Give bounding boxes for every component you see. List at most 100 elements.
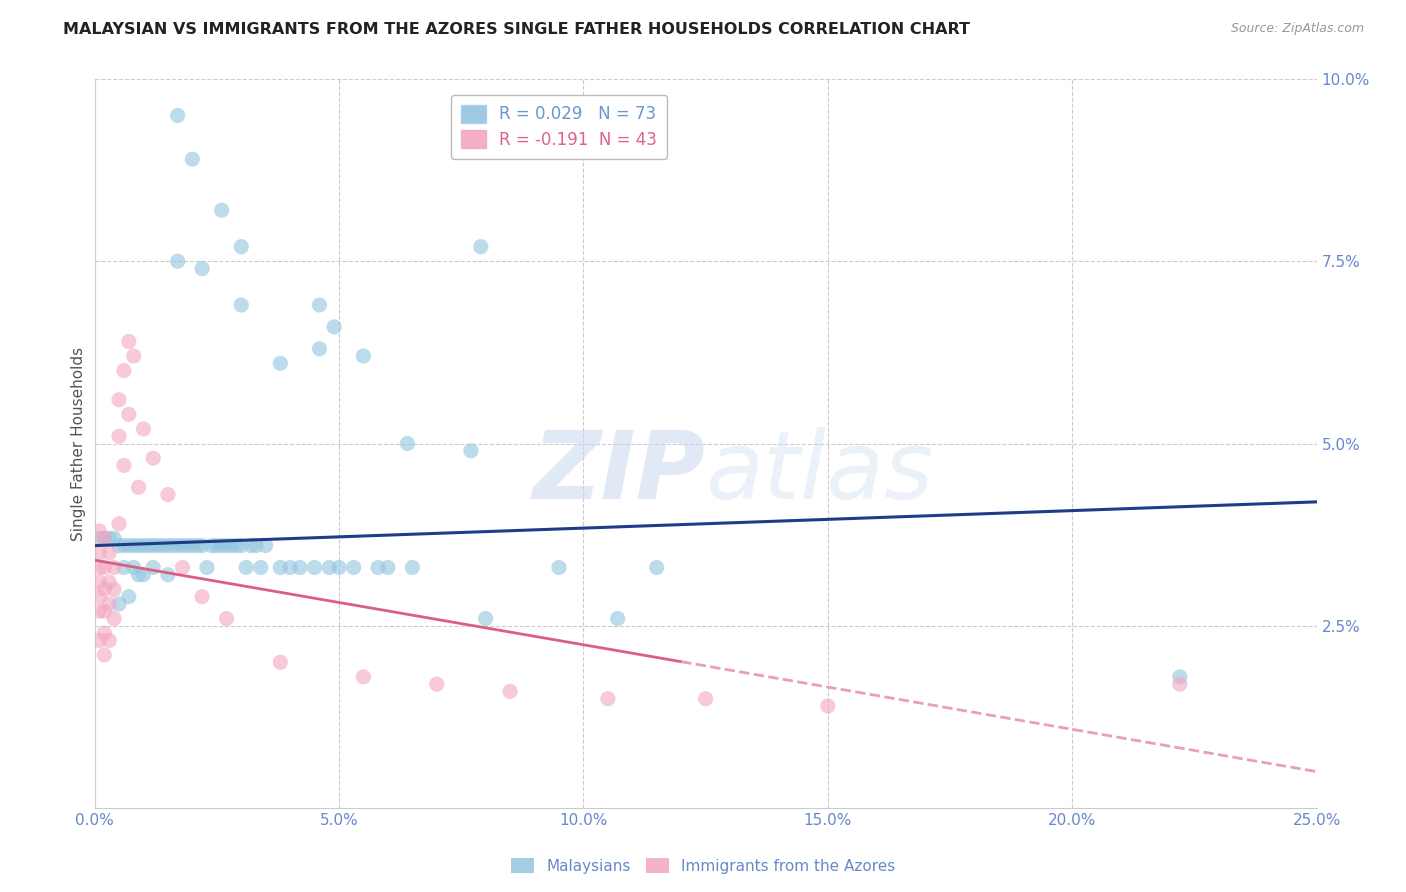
Point [166,254,188,268]
Point [1168,670,1191,684]
Point [235,560,257,574]
Point [245,539,267,553]
Point [191,590,214,604]
Point [323,319,346,334]
Point [93,604,115,618]
Point [191,261,214,276]
Point [128,567,150,582]
Point [215,539,238,553]
Point [499,684,522,698]
Point [426,677,449,691]
Point [118,334,141,349]
Point [89,633,111,648]
Point [112,458,135,473]
Point [166,539,188,553]
Point [103,531,125,545]
Point [1168,677,1191,691]
Point [103,560,125,574]
Point [304,560,326,574]
Point [128,480,150,494]
Point [269,356,291,370]
Point [108,429,131,443]
Point [606,611,628,625]
Point [269,560,291,574]
Point [132,422,155,436]
Point [93,560,115,574]
Point [211,203,233,218]
Point [142,539,165,553]
Point [645,560,668,574]
Point [108,539,131,553]
Point [156,539,179,553]
Point [195,560,218,574]
Point [93,531,115,545]
Point [156,567,179,582]
Point [231,298,253,312]
Point [98,546,121,560]
Point [93,648,115,662]
Point [401,560,423,574]
Text: MALAYSIAN VS IMMIGRANTS FROM THE AZORES SINGLE FATHER HOUSEHOLDS CORRELATION CHA: MALAYSIAN VS IMMIGRANTS FROM THE AZORES … [63,22,970,37]
Point [112,539,135,553]
Point [122,560,145,574]
Point [343,560,366,574]
Point [205,539,228,553]
Point [108,392,131,407]
Point [176,539,198,553]
Point [225,539,247,553]
Text: Source: ZipAtlas.com: Source: ZipAtlas.com [1230,22,1364,36]
Point [98,575,121,590]
Point [132,539,155,553]
Point [249,560,271,574]
Point [89,590,111,604]
Legend: Malaysians, Immigrants from the Azores: Malaysians, Immigrants from the Azores [505,852,901,880]
Point [695,691,717,706]
Point [240,539,263,553]
Point [231,240,253,254]
Point [138,539,160,553]
Point [98,633,121,648]
Point [817,698,839,713]
Point [128,539,150,553]
Point [470,240,492,254]
Point [328,560,350,574]
Point [396,436,419,450]
Point [191,539,214,553]
Point [93,531,115,545]
Point [352,670,374,684]
Point [548,560,571,574]
Point [142,451,165,466]
Point [278,560,301,574]
Point [221,539,243,553]
Point [122,539,145,553]
Point [89,575,111,590]
Y-axis label: Single Father Households: Single Father Households [72,346,86,541]
Point [352,349,374,363]
Point [172,539,194,553]
Point [288,560,311,574]
Point [112,560,135,574]
Text: atlas: atlas [706,427,934,518]
Point [89,524,111,538]
Point [166,108,188,122]
Point [93,582,115,597]
Point [231,539,253,553]
Point [118,590,141,604]
Point [377,560,399,574]
Point [460,443,482,458]
Point [132,567,155,582]
Legend: R = 0.029   N = 73, R = -0.191  N = 43: R = 0.029 N = 73, R = -0.191 N = 43 [451,95,666,159]
Point [142,560,165,574]
Point [215,611,238,625]
Point [108,516,131,531]
Point [118,408,141,422]
Point [181,152,204,166]
Point [162,539,184,553]
Point [89,546,111,560]
Point [367,560,389,574]
Point [596,691,619,706]
Point [122,349,145,363]
Point [201,539,224,553]
Point [93,626,115,640]
Point [89,560,111,574]
